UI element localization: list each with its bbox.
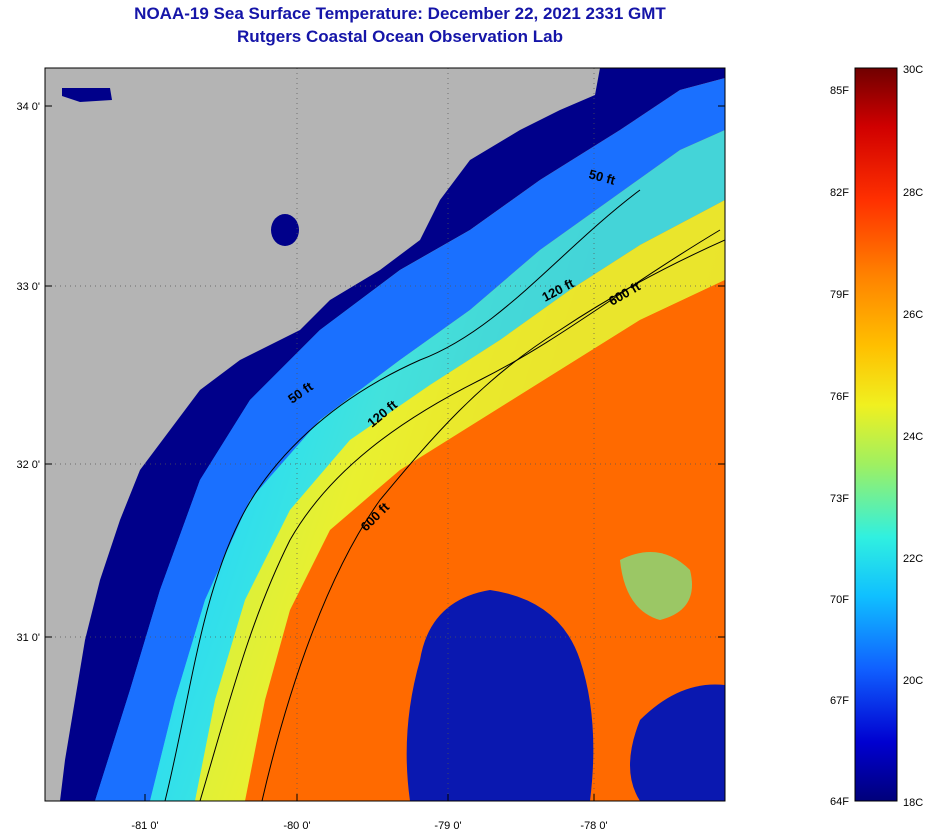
lon-label-78: -78 0' xyxy=(580,820,607,832)
colorbar-label-18c: 18C xyxy=(903,797,923,809)
colorbar-label-73f: 73F xyxy=(830,493,849,505)
lake-marion xyxy=(271,214,299,246)
temperature-colorbar: 85F 82F 79F 76F 73F 70F 67F 64F 30C 28C … xyxy=(830,64,923,809)
contour-label-50ft-north: 50 ft xyxy=(587,166,617,188)
shelf-water xyxy=(95,78,725,801)
contour-120ft-line xyxy=(199,229,721,801)
colorbar-label-67f: 67F xyxy=(830,695,849,707)
latitude-axis: 34 0' 33 0' 32 0' 31 0' xyxy=(16,101,40,644)
mid-shelf-water xyxy=(150,130,725,801)
map-grid xyxy=(45,68,725,801)
lat-label-33: 33 0' xyxy=(16,281,40,293)
colorbar-label-76f: 76F xyxy=(830,391,849,403)
colorbar-label-22c: 22C xyxy=(903,553,923,565)
lon-label-81: -81 0' xyxy=(131,820,158,832)
longitude-axis: -81 0' -80 0' -79 0' -78 0' xyxy=(131,820,607,832)
map-title: NOAA-19 Sea Surface Temperature: Decembe… xyxy=(134,4,666,23)
cloud-patch-south xyxy=(406,590,594,801)
contour-600ft-line xyxy=(261,239,725,801)
colorbar-label-30c: 30C xyxy=(903,64,923,76)
map-plot-area xyxy=(45,68,725,801)
colorbar-label-82f: 82F xyxy=(830,187,849,199)
lat-label-32: 32 0' xyxy=(16,459,40,471)
map-subtitle: Rutgers Coastal Ocean Observation Lab xyxy=(237,27,563,46)
land-mass xyxy=(45,68,600,801)
gulf-stream-water xyxy=(245,280,725,801)
contour-50ft-line xyxy=(164,189,641,801)
map-frame xyxy=(44,67,726,802)
colorbar-gradient xyxy=(854,67,898,802)
lat-label-34: 34 0' xyxy=(16,101,40,113)
lake-north xyxy=(62,88,112,102)
lon-label-79: -79 0' xyxy=(434,820,461,832)
colorbar-label-26c: 26C xyxy=(903,309,923,321)
axis-ticks xyxy=(45,105,725,801)
colorbar-label-85f: 85F xyxy=(830,85,849,97)
colorbar-label-24c: 24C xyxy=(903,431,923,443)
lon-label-80: -80 0' xyxy=(283,820,310,832)
cloud-patch-southeast xyxy=(630,684,725,801)
colorbar-label-28c: 28C xyxy=(903,187,923,199)
colorbar-label-79f: 79F xyxy=(830,289,849,301)
cool-eddy xyxy=(620,552,692,620)
colorbar-label-70f: 70F xyxy=(830,594,849,606)
colorbar-label-20c: 20C xyxy=(903,675,923,687)
lat-label-31: 31 0' xyxy=(16,632,40,644)
colorbar-label-64f: 64F xyxy=(830,796,849,808)
